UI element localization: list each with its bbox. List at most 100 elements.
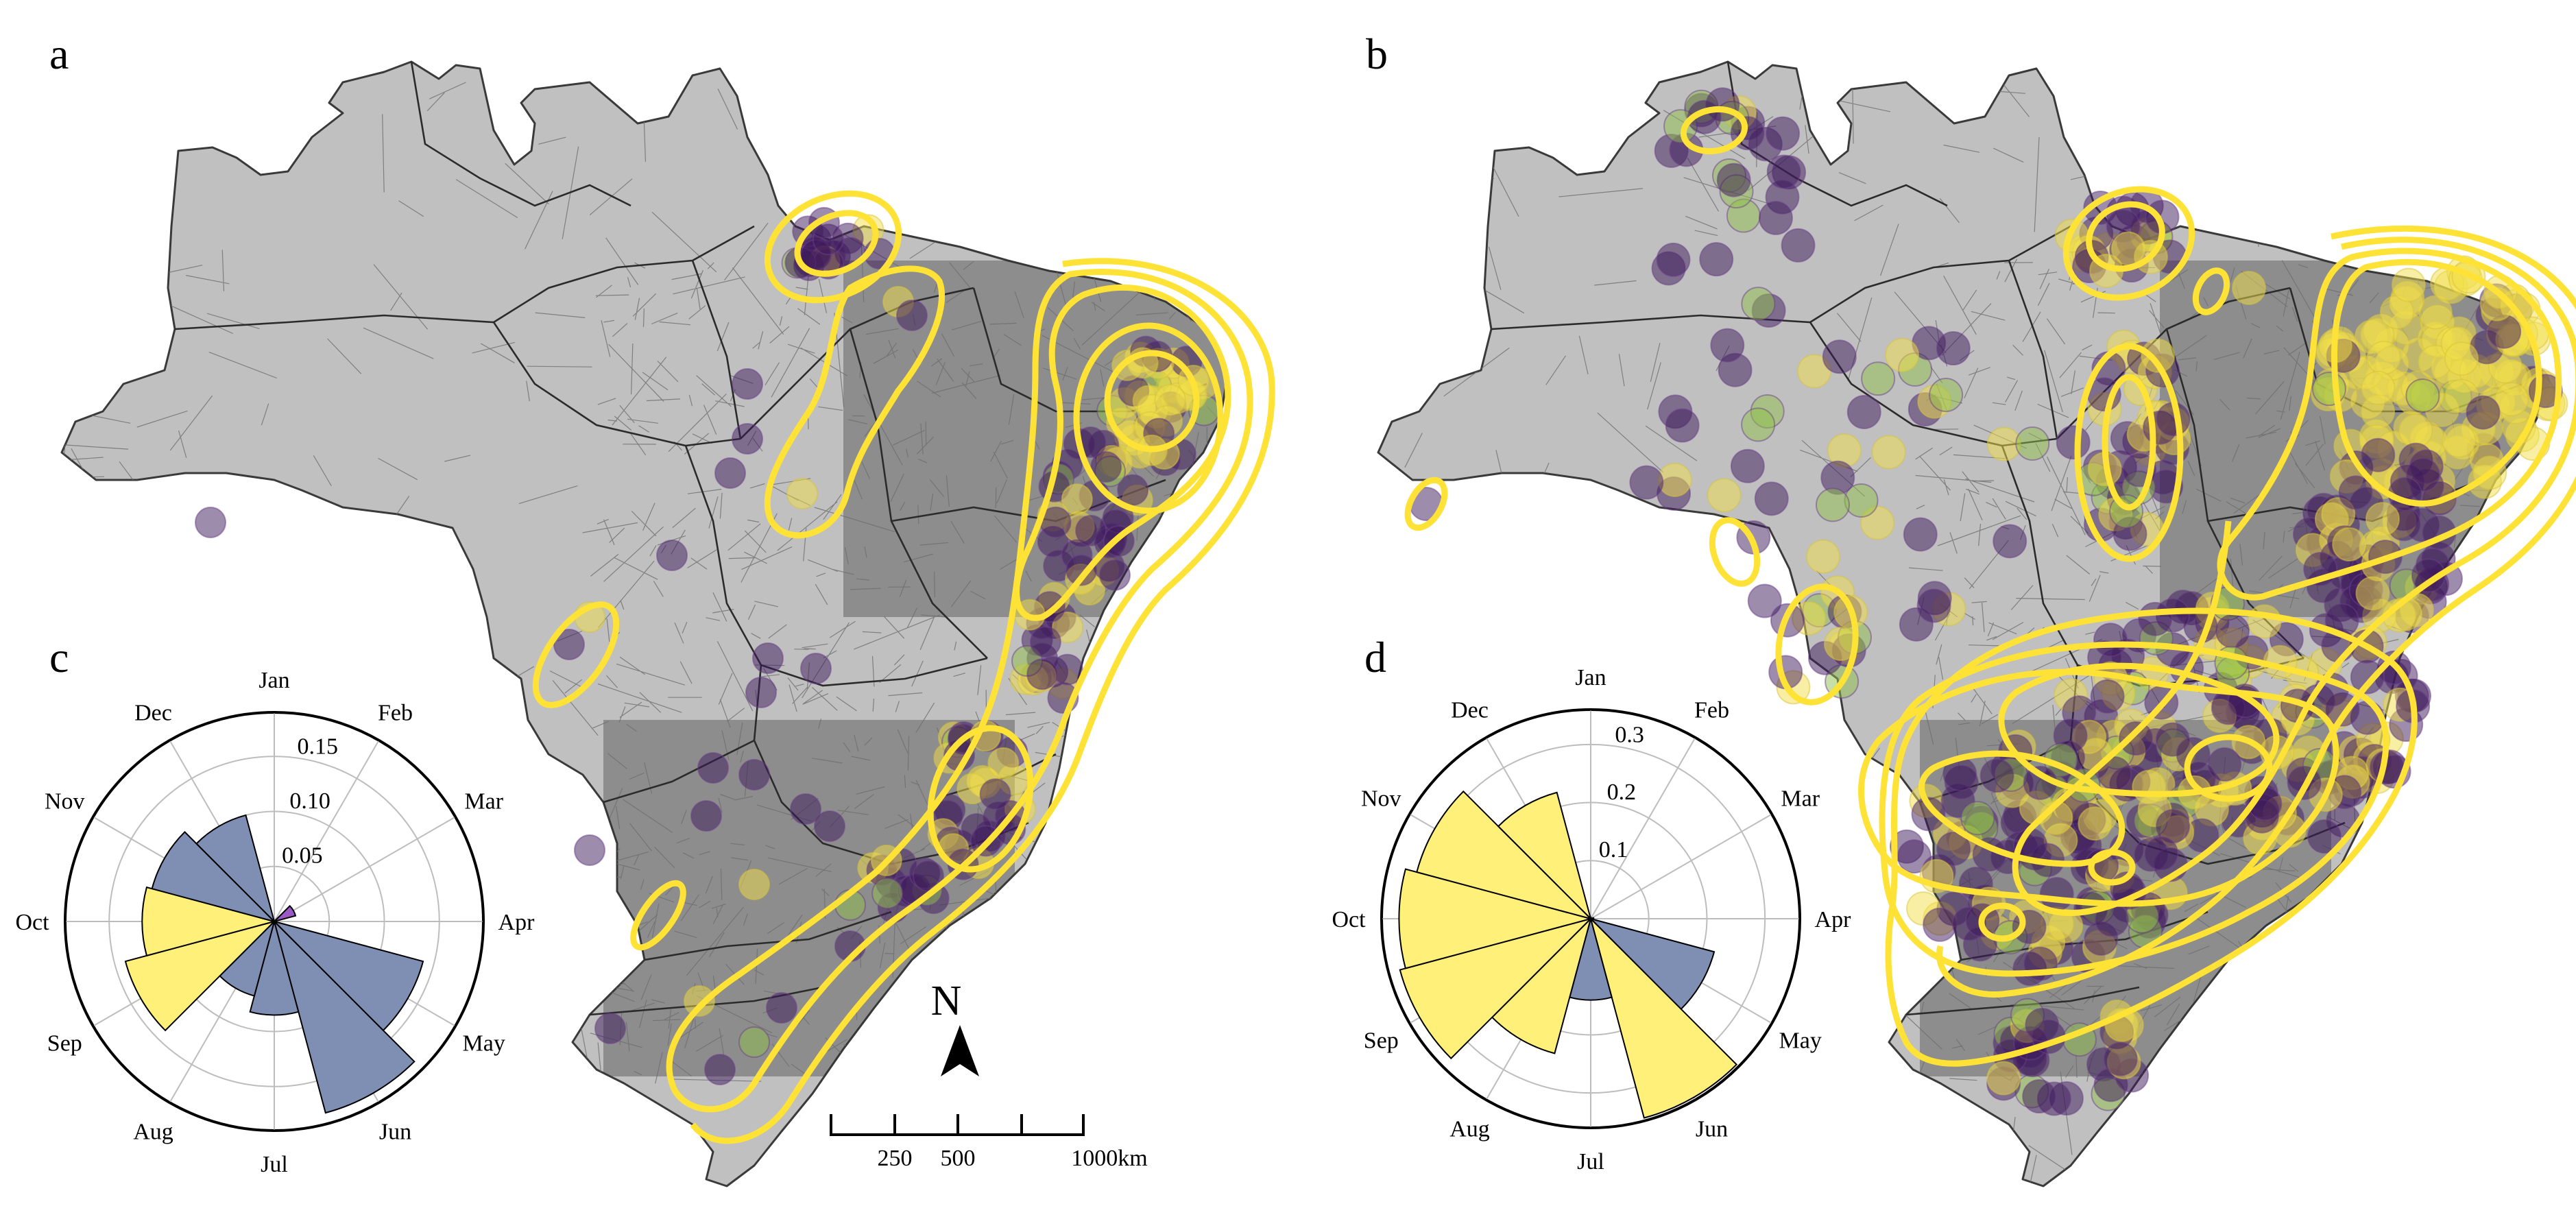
- rose-bar-may: [272, 920, 424, 1032]
- month-label-sep: Sep: [47, 1031, 82, 1057]
- occurrence-point: [1986, 1061, 2021, 1096]
- occurrence-point: [1747, 583, 1782, 618]
- occurrence-point: [2022, 1079, 2057, 1114]
- occurrence-point: [1699, 242, 1734, 277]
- ring-label: 0.15: [298, 734, 339, 760]
- map-a: a N 250 500 1000km: [49, 29, 1275, 1187]
- ring-label: 0.3: [1615, 722, 1644, 747]
- occurrence-point: [1730, 448, 1765, 483]
- month-label-jan: Jan: [258, 668, 289, 693]
- occurrence-point: [1911, 797, 1946, 832]
- occurrence-point: [786, 478, 818, 509]
- rose-month-labels: Jan Feb Mar Apr May Jun Jul Aug Sep Oct Nov Dec: [1332, 665, 1851, 1174]
- occurrence-point: [2361, 370, 2396, 405]
- occurrence-point: [1052, 611, 1084, 643]
- rose-bar-jun: [273, 919, 416, 1114]
- occurrence-point: [752, 642, 784, 674]
- scale-label-250: 250: [878, 1146, 913, 1171]
- occurrence-point: [814, 810, 845, 842]
- occurrence-point: [1656, 242, 1691, 277]
- ring-label: 0.05: [282, 843, 323, 869]
- occurrence-point: [871, 877, 904, 909]
- occurrence-point: [1805, 539, 1840, 574]
- occurrence-point: [2405, 378, 2440, 413]
- month-label-aug: Aug: [133, 1120, 173, 1145]
- occurrence-point: [1815, 487, 1850, 522]
- rose-chart-c: Jan Feb Mar Apr May Jun Jul Aug Sep Oct Nov Dec 0.0…: [15, 633, 535, 1177]
- occurrence-point: [1861, 361, 1896, 396]
- month-label-nov: Nov: [1361, 786, 1401, 812]
- rose-bar-mar: [272, 904, 297, 923]
- occurrence-point: [1758, 200, 1793, 235]
- occurrence-point: [1061, 483, 1093, 516]
- occurrence-point: [2090, 679, 2125, 714]
- occurrence-point: [790, 793, 821, 825]
- month-label-feb: Feb: [378, 700, 413, 725]
- scale-bar: 250 500 1000km: [830, 1114, 1148, 1171]
- occurrence-point: [195, 507, 226, 538]
- occurrence-point: [732, 423, 763, 455]
- panel-letter-d: d: [1364, 633, 1386, 682]
- month-label-jul: Jul: [1577, 1149, 1604, 1174]
- occurrence-point: [1885, 337, 1920, 372]
- occurrence-point: [1766, 154, 1801, 189]
- month-label-may: May: [463, 1031, 505, 1057]
- occurrence-point: [2138, 601, 2173, 636]
- rose-bar-dec: [195, 814, 276, 924]
- occurrence-point: [1936, 831, 1971, 866]
- north-label: N: [931, 978, 962, 1024]
- rose-bar-nov: [1416, 790, 1593, 920]
- rose-bar-may: [1588, 917, 1716, 1011]
- occurrence-point: [1993, 524, 2027, 559]
- occurrence-point: [1916, 588, 1951, 623]
- rose-bar-jul: [249, 919, 300, 1016]
- occurrence-point: [2141, 338, 2176, 373]
- occurrence-point: [800, 653, 832, 684]
- occurrence-point: [738, 869, 770, 900]
- rose-bar-dec: [1497, 791, 1592, 921]
- occurrence-point: [1710, 328, 1745, 363]
- occurrence-point: [1029, 626, 1061, 658]
- rose-spoke: [1590, 813, 1772, 919]
- occurrence-point: [732, 368, 763, 400]
- occurrence-point: [2398, 413, 2433, 448]
- occurrence-point: [979, 778, 1011, 810]
- occurrence-point: [1923, 907, 1958, 942]
- rose-bar-oct: [141, 886, 277, 957]
- rose-bar-jun: [1589, 916, 1738, 1119]
- occurrence-point: [2144, 836, 2179, 871]
- rose-spoke: [274, 740, 380, 922]
- occurrence-point: [2232, 271, 2266, 305]
- rose-bar-nov: [151, 831, 277, 923]
- month-label-jun: Jun: [1696, 1117, 1728, 1142]
- occurrence-point: [2015, 426, 2050, 461]
- occurrence-point: [1741, 287, 1776, 322]
- occurrence-point: [896, 300, 928, 331]
- month-label-jul: Jul: [261, 1152, 288, 1177]
- month-label-sep: Sep: [1364, 1028, 1399, 1054]
- rose-bar-sep: [1399, 917, 1593, 1060]
- occurrence-point: [1117, 474, 1149, 506]
- state-boundaries: [174, 61, 1207, 1016]
- occurrence-point: [2207, 747, 2242, 782]
- rose-chart-d: Jan Feb Mar Apr May Jun Jul Aug Sep Oct Nov Dec 0.1…: [1332, 633, 1851, 1174]
- occurrence-point: [2444, 341, 2479, 376]
- occurrence-point: [1822, 339, 1857, 374]
- occurrence-point: [2442, 423, 2477, 458]
- occurrence-point: [684, 985, 715, 1017]
- scale-label-1000km: 1000km: [1071, 1146, 1147, 1171]
- density-contours-map-a: [532, 190, 1275, 1144]
- occurrence-point: [1929, 378, 1964, 413]
- occurrence-point: [2338, 475, 2373, 510]
- occurrence-point: [656, 540, 688, 571]
- occurrence-point: [1098, 559, 1131, 591]
- month-label-jan: Jan: [1575, 665, 1606, 690]
- occurrence-point: [1903, 517, 1938, 552]
- occurrence-point: [2355, 576, 2390, 611]
- occurrence-point: [714, 457, 746, 489]
- occurrence-point: [1979, 758, 2014, 793]
- month-label-mar: Mar: [1781, 786, 1820, 812]
- month-label-oct: Oct: [15, 910, 49, 935]
- occurrence-point: [553, 629, 585, 660]
